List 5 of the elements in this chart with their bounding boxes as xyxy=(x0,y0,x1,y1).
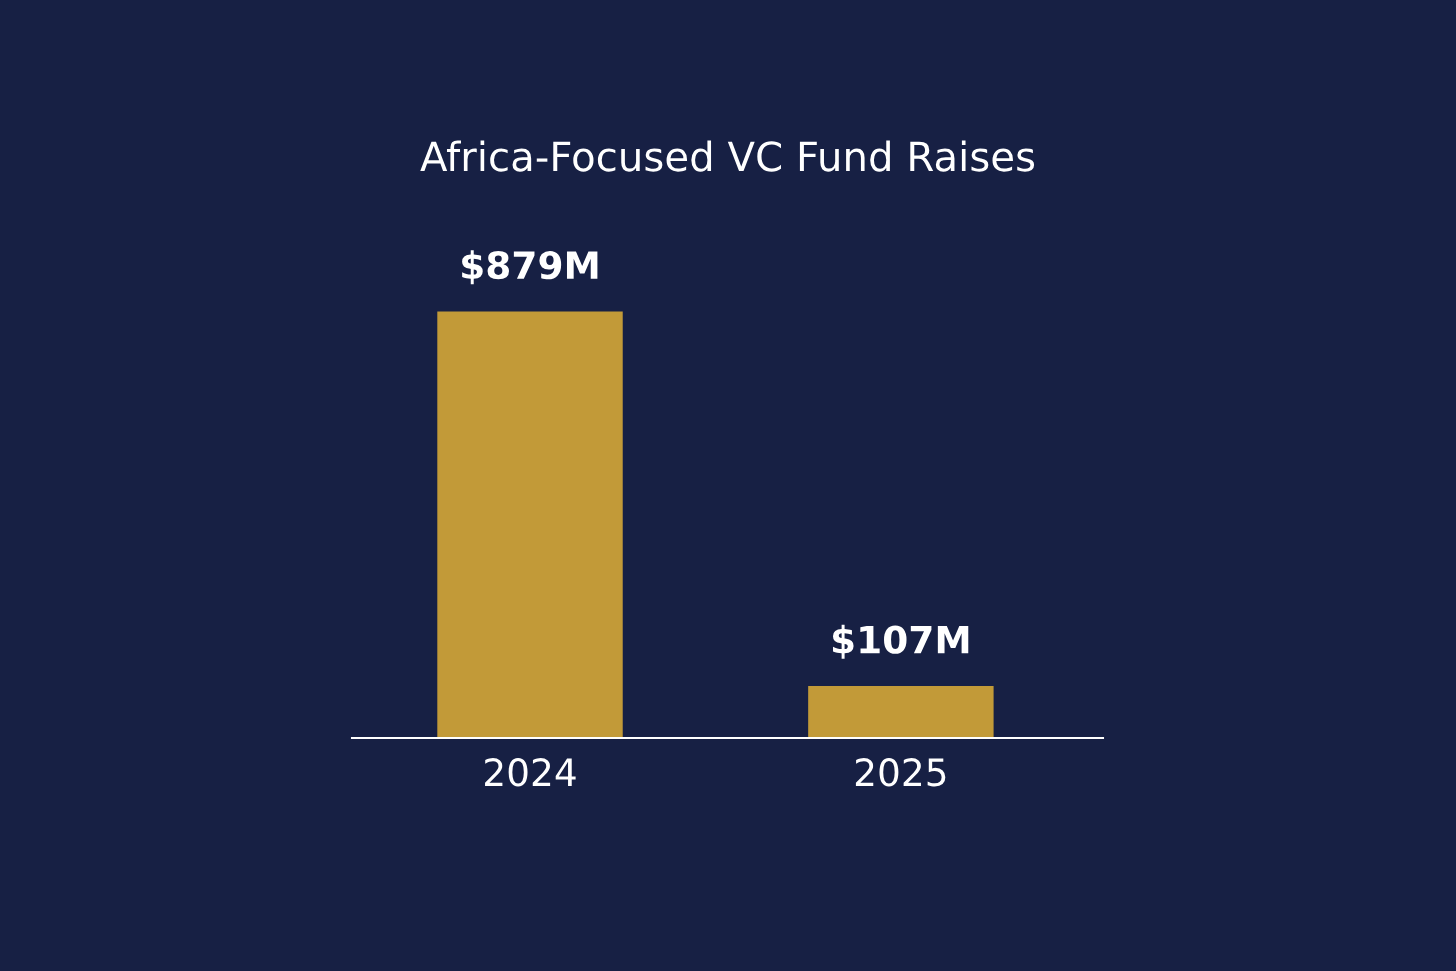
data-label: $879M xyxy=(462,250,598,285)
x-tick-label: 2025 xyxy=(855,758,946,787)
chart-title: Africa-Focused VC Fund Raises xyxy=(420,140,1035,172)
x-tick-label: 2024 xyxy=(485,758,576,787)
data-label: $107M xyxy=(832,624,969,659)
